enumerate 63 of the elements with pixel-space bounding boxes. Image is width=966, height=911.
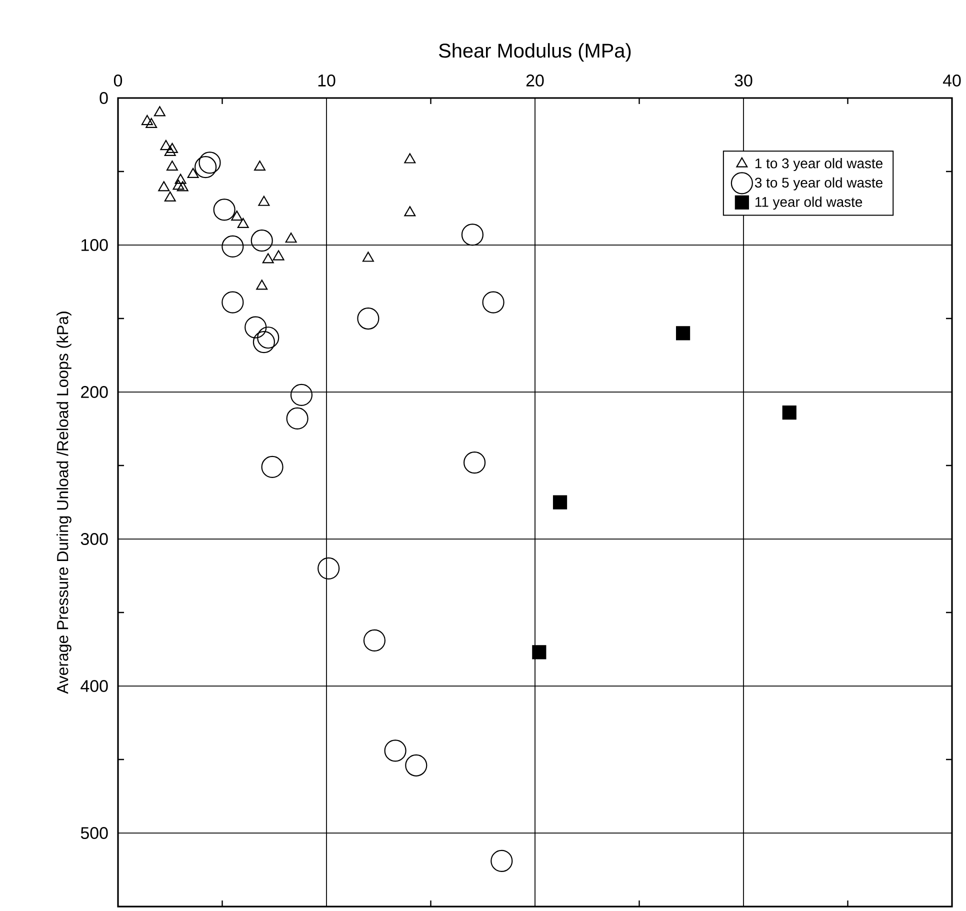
- x-tick-label: 10: [318, 74, 336, 86]
- point: [362, 252, 374, 262]
- point: [250, 230, 273, 252]
- point: [357, 307, 380, 330]
- point: [154, 106, 166, 116]
- y-tick-label: 300: [80, 533, 108, 546]
- point: [404, 153, 416, 164]
- point: [461, 224, 484, 246]
- point: [172, 180, 184, 190]
- point: [262, 253, 274, 264]
- legend-label: 11 year old waste: [755, 196, 862, 210]
- point: [258, 196, 270, 206]
- point: [174, 174, 186, 184]
- point: [237, 218, 249, 228]
- point: [285, 232, 297, 243]
- point: [552, 495, 568, 510]
- y-tick-label: 0: [100, 92, 108, 104]
- point: [166, 160, 178, 171]
- x-tick-label: 20: [526, 74, 544, 86]
- point: [158, 181, 170, 192]
- point: [363, 629, 386, 652]
- point: [164, 191, 176, 202]
- point: [222, 235, 244, 258]
- point: [404, 206, 416, 216]
- point: [244, 316, 267, 338]
- point: [194, 156, 217, 178]
- point: [257, 326, 280, 349]
- point: [782, 406, 796, 420]
- point: [187, 168, 199, 178]
- point: [532, 645, 546, 660]
- point: [176, 181, 188, 192]
- point: [405, 754, 428, 776]
- y-axis-title: Average Pressure During Unload /Reload Loops (kPa): [56, 312, 72, 694]
- point: [252, 330, 276, 354]
- y-tick-label: 100: [82, 239, 108, 252]
- point: [272, 250, 284, 260]
- point: [490, 850, 513, 872]
- point: [482, 291, 504, 314]
- legend-label: 1 to 3 year old waste: [755, 158, 882, 172]
- point: [254, 160, 266, 171]
- point: [286, 407, 308, 430]
- point: [222, 291, 244, 314]
- point: [198, 152, 221, 174]
- point: [463, 452, 486, 474]
- x-tick-label: 0: [114, 74, 122, 86]
- point: [146, 118, 158, 128]
- y-tick-label: 200: [81, 386, 108, 398]
- x-tick-label: 30: [734, 74, 752, 86]
- point: [384, 740, 406, 762]
- legend-label: 3 to 5 year old waste: [754, 177, 882, 190]
- point: [256, 280, 268, 290]
- x-axis-title: Shear Modulus (MPa): [439, 43, 631, 62]
- x-tick-label: 40: [942, 74, 961, 86]
- point: [290, 384, 313, 406]
- y-tick-label: 500: [80, 827, 108, 840]
- point: [676, 326, 690, 340]
- point: [166, 142, 178, 154]
- y-tick-label: 400: [80, 680, 108, 692]
- point: [141, 114, 153, 126]
- point: [164, 146, 176, 156]
- point: [160, 140, 172, 150]
- point: [261, 456, 284, 478]
- point: [318, 557, 340, 580]
